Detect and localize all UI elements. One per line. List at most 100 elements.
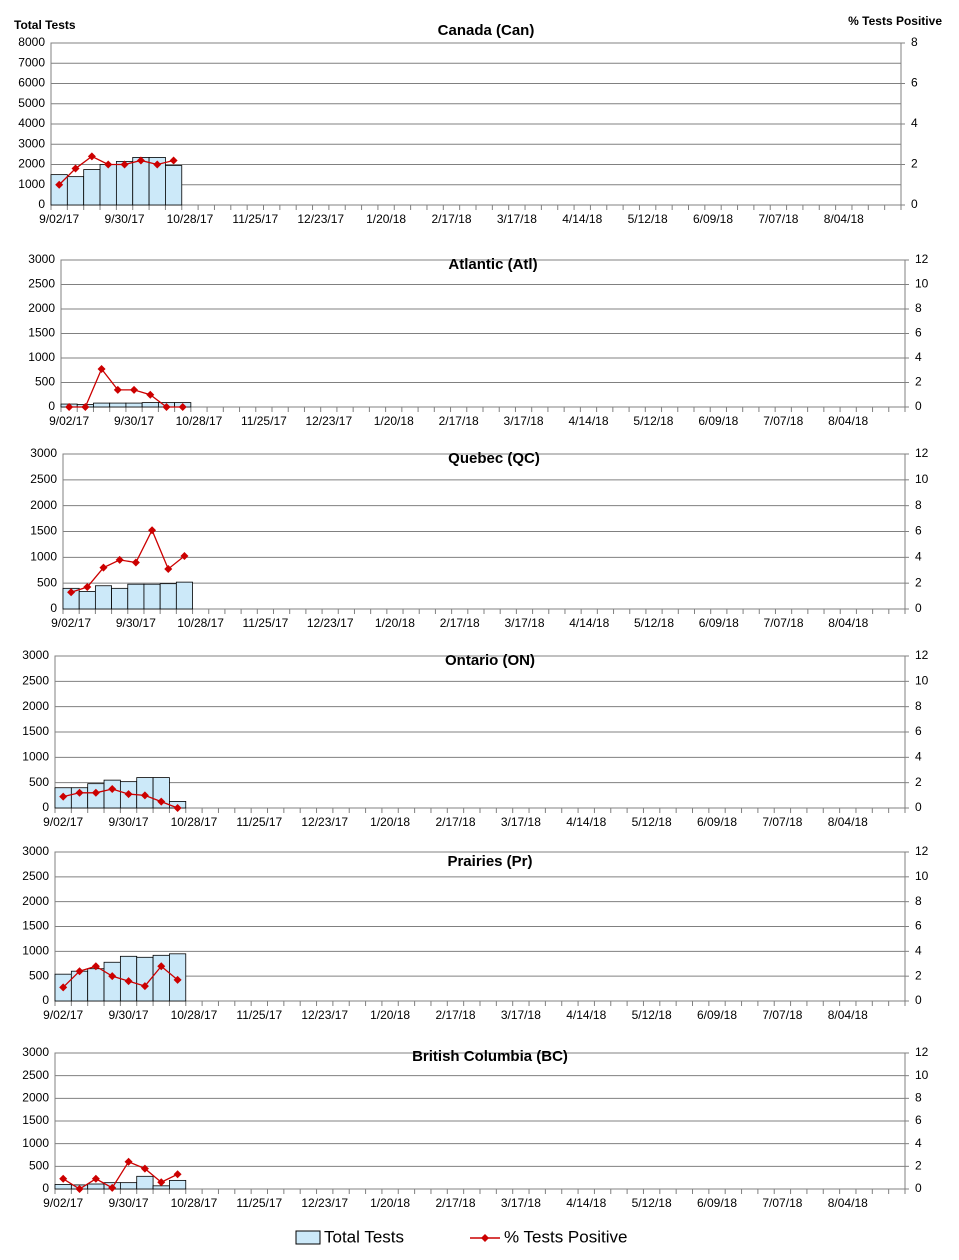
marker xyxy=(108,785,117,793)
x-tick-label: 10/28/17 xyxy=(171,1008,218,1022)
x-tick-label: 1/20/18 xyxy=(370,815,410,829)
x-tick-label: 10/28/17 xyxy=(176,414,223,428)
marker xyxy=(157,797,166,806)
marker xyxy=(115,555,124,564)
bar xyxy=(66,176,85,206)
y-tick-label: 2500 xyxy=(22,869,49,883)
bar xyxy=(143,583,161,610)
bar xyxy=(152,1185,170,1190)
x-tick-label: 8/04/18 xyxy=(824,212,864,226)
legend: Total Tests % Tests Positive xyxy=(295,1227,627,1246)
marker xyxy=(148,526,157,535)
x-tick-label: 11/25/17 xyxy=(241,414,287,428)
x-tick-label: 8/04/18 xyxy=(828,616,868,630)
legend-label: Total Tests xyxy=(324,1227,404,1246)
y2-tick-label: 2 xyxy=(915,968,922,982)
x-tick-label: 11/25/17 xyxy=(236,1196,282,1210)
bar xyxy=(141,402,159,408)
marker xyxy=(75,967,84,976)
y2-tick-label: 10 xyxy=(915,472,929,486)
marker xyxy=(113,385,122,394)
y-tick-label: 0 xyxy=(42,993,49,1007)
marker xyxy=(108,1183,117,1192)
marker xyxy=(178,403,187,411)
x-tick-label: 8/04/18 xyxy=(828,815,868,829)
marker xyxy=(173,1170,182,1179)
y-axis-label: Total Tests xyxy=(14,18,76,32)
marker xyxy=(59,1174,68,1183)
x-tick-label: 3/17/18 xyxy=(504,616,544,630)
marker xyxy=(87,152,96,161)
x-tick-label: 10/28/17 xyxy=(171,1196,218,1210)
y-tick-label: 1500 xyxy=(22,919,49,933)
y-tick-label: 2000 xyxy=(18,157,45,171)
x-tick-label: 6/09/18 xyxy=(697,1008,737,1022)
marker xyxy=(180,552,189,561)
bar xyxy=(136,1175,154,1190)
y-tick-label: 1500 xyxy=(30,524,57,538)
marker xyxy=(173,975,182,984)
y-tick-label: 2000 xyxy=(22,894,49,908)
y-tick-label: 1500 xyxy=(28,326,55,340)
y2-tick-label: 0 xyxy=(915,993,922,1007)
marker xyxy=(124,790,133,799)
y2-tick-label: 12 xyxy=(915,1045,929,1059)
legend-label: % Tests Positive xyxy=(504,1227,627,1246)
x-tick-label: 2/17/18 xyxy=(431,212,471,226)
y2-tick-label: 0 xyxy=(911,197,918,211)
y2-tick-label: 6 xyxy=(915,524,922,538)
x-tick-label: 7/07/18 xyxy=(764,616,804,630)
y-tick-label: 2500 xyxy=(28,277,55,291)
y-tick-label: 3000 xyxy=(18,136,45,150)
y2-tick-label: 10 xyxy=(915,674,929,688)
y-tick-label: 1500 xyxy=(22,1113,49,1127)
x-tick-label: 4/14/18 xyxy=(568,414,608,428)
marker xyxy=(173,804,182,812)
y-tick-label: 1500 xyxy=(22,724,49,738)
y-tick-label: 5000 xyxy=(18,96,45,110)
marker xyxy=(55,180,64,189)
y-tick-label: 3000 xyxy=(28,252,55,266)
y2-axis-label: % Tests Positive xyxy=(848,14,942,28)
y-tick-label: 8000 xyxy=(18,35,45,49)
marker xyxy=(140,791,149,800)
y2-tick-label: 2 xyxy=(915,375,922,389)
marker xyxy=(164,564,173,573)
marker xyxy=(67,588,76,597)
y-tick-label: 2000 xyxy=(22,699,49,713)
y-tick-label: 3000 xyxy=(22,1045,49,1059)
x-tick-label: 9/30/17 xyxy=(114,414,154,428)
y-tick-label: 2500 xyxy=(30,472,57,486)
bar xyxy=(93,402,111,408)
x-tick-label: 4/14/18 xyxy=(562,212,602,226)
chart-title: Canada (Can) xyxy=(438,22,535,39)
x-tick-label: 10/28/17 xyxy=(171,815,218,829)
y2-tick-label: 0 xyxy=(915,1181,922,1195)
marker xyxy=(124,977,133,986)
y-tick-label: 2000 xyxy=(22,1091,49,1105)
y2-tick-label: 4 xyxy=(915,944,922,958)
y2-tick-label: 12 xyxy=(915,252,929,266)
bar xyxy=(165,165,183,206)
line xyxy=(62,1160,178,1190)
bar xyxy=(175,581,193,610)
x-tick-label: 7/07/18 xyxy=(758,212,798,226)
bar xyxy=(132,157,150,206)
y-tick-label: 1000 xyxy=(22,1136,49,1150)
y-tick-label: 0 xyxy=(42,1181,49,1195)
marker xyxy=(130,385,139,394)
marker xyxy=(120,160,129,169)
x-tick-label: 3/17/18 xyxy=(501,1008,541,1022)
y2-tick-label: 10 xyxy=(915,869,929,883)
chart-title: Atlantic (Atl) xyxy=(448,256,537,273)
bar xyxy=(87,1183,105,1190)
x-tick-label: 9/02/17 xyxy=(43,1008,83,1022)
y2-tick-label: 4 xyxy=(915,750,922,764)
bar xyxy=(54,1184,72,1190)
bar xyxy=(87,968,105,1002)
x-tick-label: 3/17/18 xyxy=(504,414,544,428)
y-tick-label: 0 xyxy=(38,197,45,211)
marker xyxy=(157,1178,166,1187)
y2-tick-label: 0 xyxy=(915,601,922,615)
marker xyxy=(81,403,90,411)
